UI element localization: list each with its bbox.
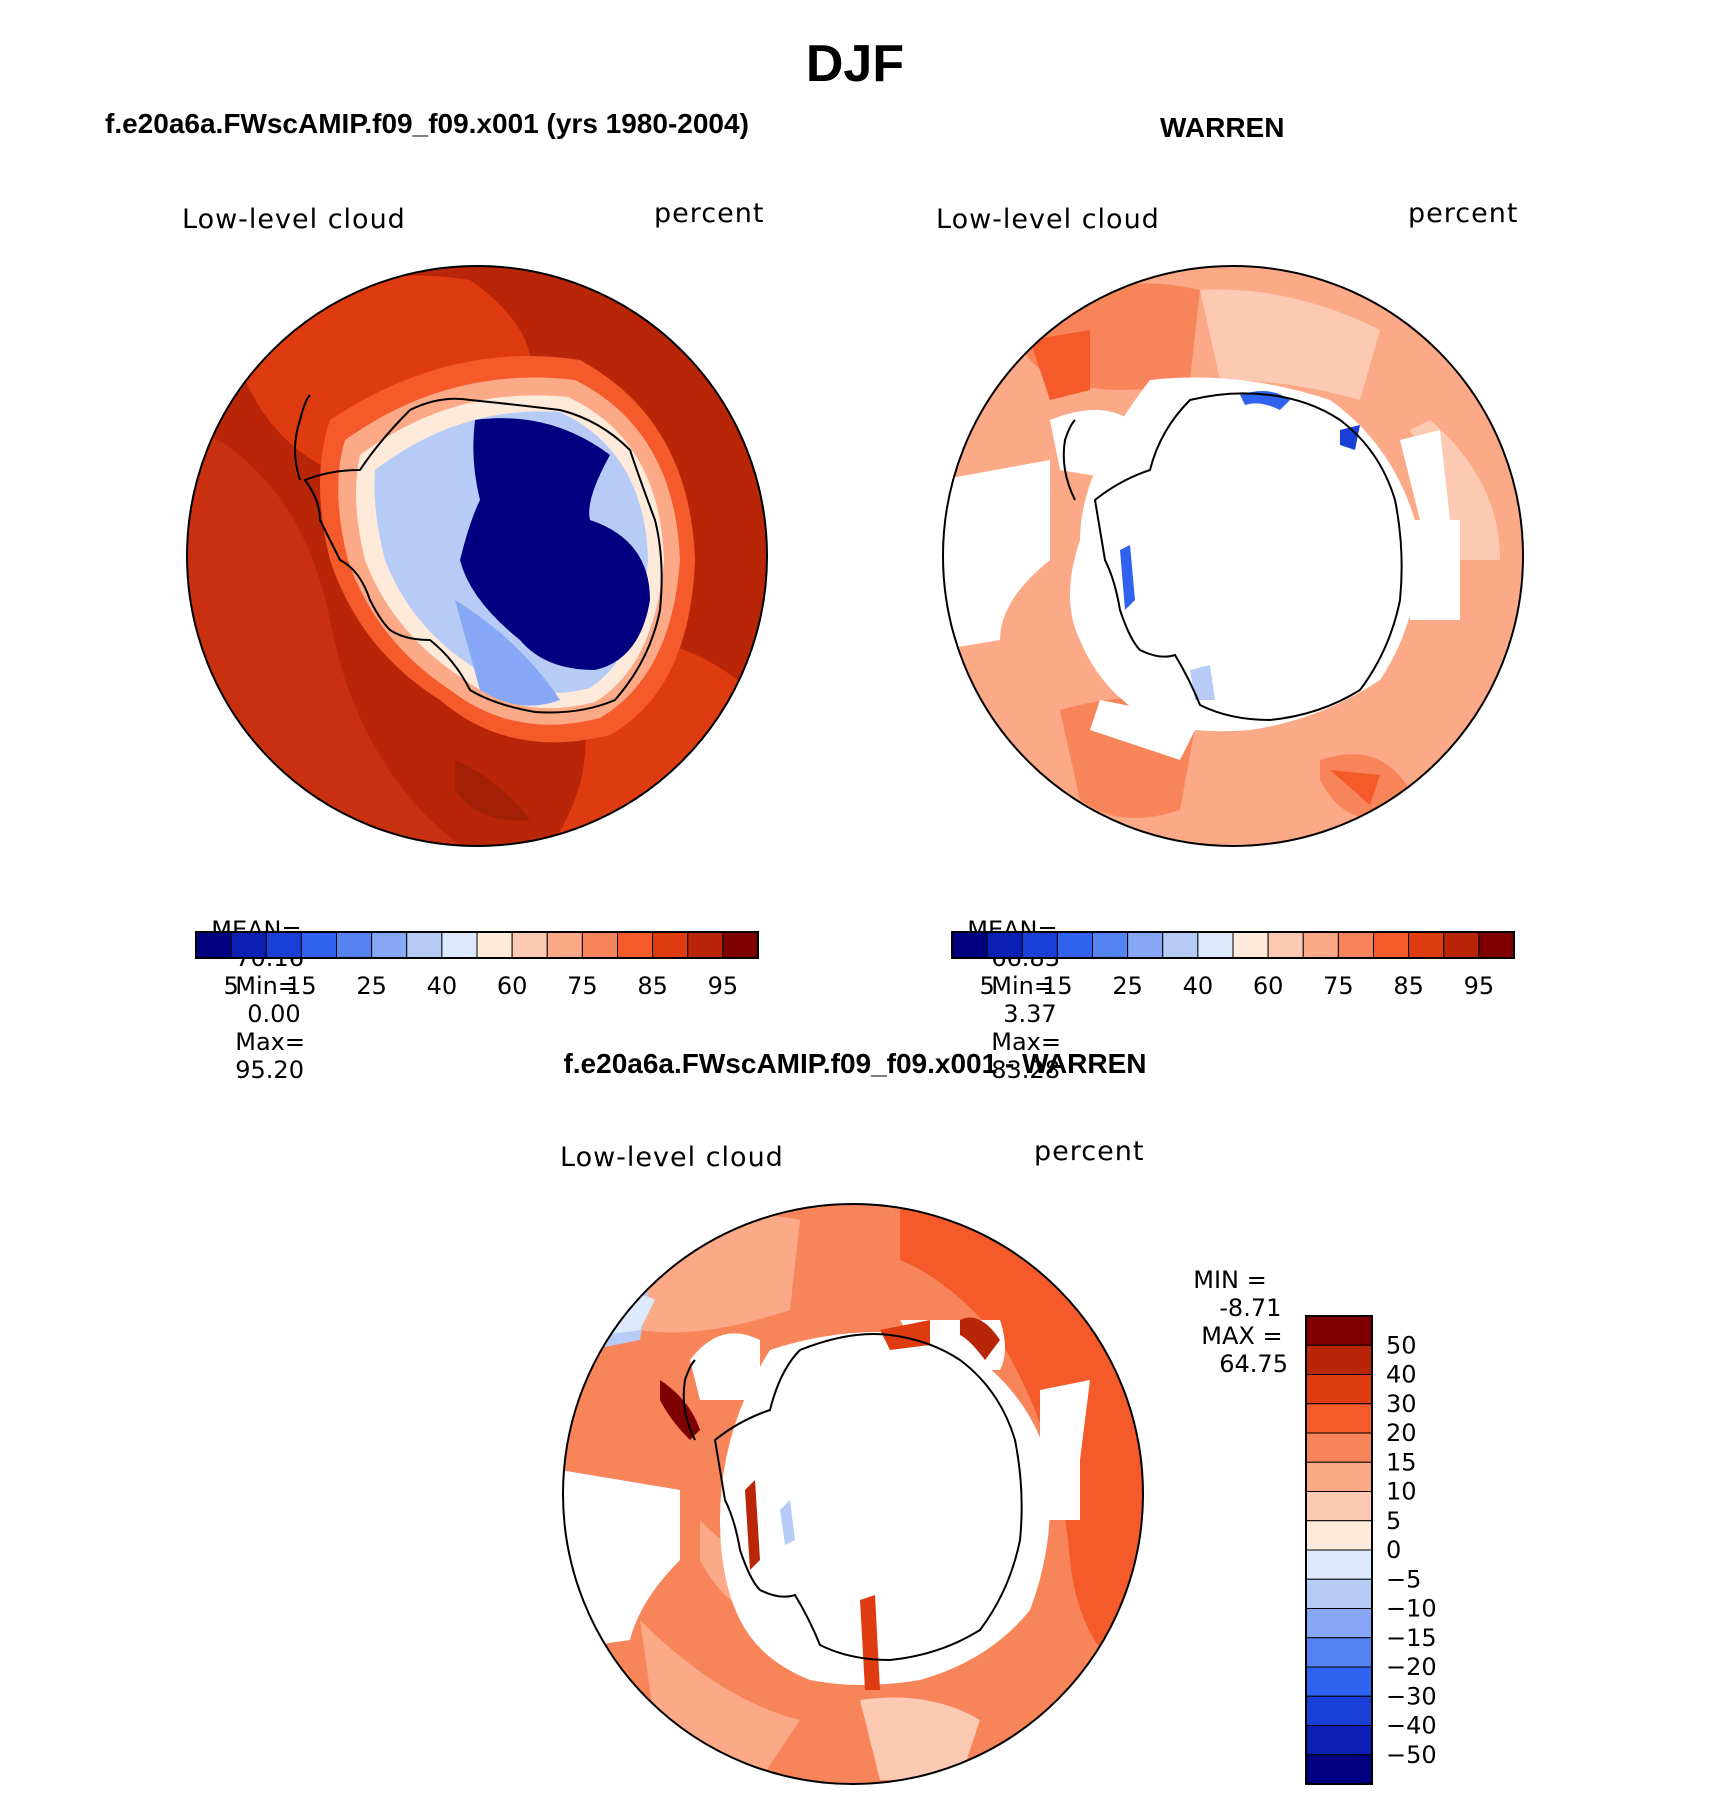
panel-b-colorbar-swatch	[1197, 931, 1234, 959]
panel-a-min-value: 0.00	[247, 1000, 301, 1028]
panel-c-colorbar-swatch	[1305, 1666, 1373, 1697]
panel-a-map-border	[186, 265, 768, 847]
panel-b-case-title: WARREN	[1160, 112, 1285, 143]
panel-c-colorbar-swatch	[1305, 1432, 1373, 1463]
panel-b-colorbar: 5 15 25 40 60 75 85 95	[951, 931, 1515, 1000]
panel-c-colorbar-swatch	[1305, 1754, 1373, 1785]
panel-a-max-value: 95.20	[235, 1056, 304, 1084]
panel-a-colorbar-tick-label: 60	[497, 972, 528, 1000]
panel-b-colorbar-tick-label: 15	[1042, 972, 1073, 1000]
panel-c-colorbar-tick-label: 30	[1386, 1390, 1417, 1418]
panel-a-units: percent	[654, 198, 765, 229]
panel-a-colorbar-tick-label: 5	[223, 972, 238, 1000]
panel-c-colorbar-swatch	[1305, 1491, 1373, 1522]
panel-c-colorbar-swatch	[1305, 1695, 1373, 1726]
panel-a-colorbar: 5 15 25 40 60 75 85 95	[195, 931, 759, 1000]
panel-b-min-value: 3.37	[1003, 1000, 1057, 1028]
panel-c-units: percent	[1034, 1136, 1145, 1167]
panel-c-colorbar-tick-label: 40	[1386, 1361, 1417, 1389]
panel-c-colorbar-tick-label: 20	[1386, 1419, 1417, 1447]
panel-b-colorbar-swatch	[1232, 931, 1269, 959]
panel-c-colorbar-tick-label: −20	[1386, 1653, 1437, 1681]
panel-a-colorbar-swatch	[195, 931, 232, 959]
panel-b-max-label: Max=	[991, 1028, 1061, 1056]
panel-b-colorbar-tick-label: 75	[1323, 972, 1354, 1000]
panel-c-colorbar-swatch	[1305, 1637, 1373, 1668]
panel-a-colorbar-tick-label: 25	[356, 972, 387, 1000]
panel-b-colorbar-tick-label: 5	[979, 972, 994, 1000]
panel-c-max-patch	[660, 1380, 700, 1440]
panel-c-variable: Low-level cloud	[560, 1142, 784, 1173]
panel-b-variable: Low-level cloud	[936, 204, 1160, 235]
panel-a-colorbar-tick-label: 75	[567, 972, 598, 1000]
panel-c-stats: MIN = -8.71 MAX = 64.75	[1178, 1238, 1288, 1378]
panel-c-colorbar-swatch	[1305, 1374, 1373, 1405]
panel-c-map-border	[562, 1203, 1144, 1785]
panel-c-colorbar-swatch	[1305, 1344, 1373, 1375]
panel-c-colorbar-swatch	[1305, 1608, 1373, 1639]
panel-c-colorbar-tick-label: −40	[1386, 1712, 1437, 1740]
panel-a-max-label: Max=	[235, 1028, 305, 1056]
panel-c-colorbar-tick-label: −50	[1386, 1741, 1437, 1769]
panel-c-colorbar-tick-label: 5	[1386, 1507, 1401, 1535]
panel-a-case-title: f.e20a6a.FWscAMIP.f09_f09.x001 (yrs 1980…	[105, 108, 749, 139]
panel-c-colorbar-tick-label: 15	[1386, 1448, 1417, 1476]
panel-a-coastline	[303, 397, 663, 714]
panel-a-colorbar-tick-label: 15	[286, 972, 317, 1000]
panel-b-colorbar-tick-label: 40	[1183, 972, 1214, 1000]
panel-c-colorbar-swatch	[1305, 1403, 1373, 1434]
panel-c-max-label: MAX =	[1201, 1322, 1283, 1350]
panel-a-colorbar-tick-label: 95	[708, 972, 739, 1000]
panel-c-colorbar-tick-label: 10	[1386, 1478, 1417, 1506]
panel-c-colorbar-swatch	[1305, 1549, 1373, 1580]
panel-a-colorbar-tick-label: 85	[637, 972, 668, 1000]
panel-c-colorbar-tick-label: 0	[1386, 1536, 1401, 1564]
panel-c-colorbar-swatch	[1305, 1725, 1373, 1756]
panel-a-variable: Low-level cloud	[182, 204, 406, 235]
panel-c-min-value: -8.71	[1219, 1294, 1282, 1322]
panel-c-max-value: 64.75	[1219, 1350, 1288, 1378]
panel-b-coastline	[1093, 392, 1403, 722]
panel-c-colorbar-tick-label: −15	[1386, 1624, 1437, 1652]
panel-c-colorbar-swatch	[1305, 1520, 1373, 1551]
panel-c-colorbar-swatch	[1305, 1315, 1373, 1346]
panel-b-colorbar-tick-label: 25	[1112, 972, 1143, 1000]
panel-c-colorbar-swatch	[1305, 1461, 1373, 1492]
panel-c-colorbar-tick-label: −5	[1386, 1565, 1421, 1593]
panel-a-min-label: Min=	[235, 972, 298, 1000]
panel-b-min-label: Min=	[991, 972, 1054, 1000]
panel-b-colorbar-tick-label: 95	[1464, 972, 1495, 1000]
panel-a-colorbar-swatch	[652, 931, 689, 959]
panel-b-colorbar-swatch	[1056, 931, 1093, 959]
panel-c-min-label: MIN =	[1193, 1266, 1267, 1294]
panel-c-case-title: f.e20a6a.FWscAMIP.f09_f09.x001 - WARREN	[563, 1048, 1147, 1079]
panel-c-colorbar-tick-label: −30	[1386, 1682, 1437, 1710]
panel-c-colorbar-tick-label: 50	[1386, 1331, 1417, 1359]
season-title: DJF	[805, 35, 905, 93]
panel-b-colorbar-tick-label: 85	[1393, 972, 1424, 1000]
panel-b-colorbar-swatch	[951, 931, 988, 959]
panel-b-colorbar-tick-label: 60	[1253, 972, 1284, 1000]
panel-c-coastline	[713, 1333, 1023, 1662]
panel-b-max-value: 83.28	[991, 1056, 1060, 1084]
panel-c-colorbar-tick-label: −10	[1386, 1595, 1437, 1623]
panel-b-units: percent	[1408, 198, 1519, 229]
panel-a-plateau-minimum	[460, 418, 650, 670]
panel-b-colorbar-swatch	[1127, 931, 1164, 959]
panel-a-colorbar-tick-label: 40	[427, 972, 458, 1000]
panel-b-map-border	[942, 265, 1524, 847]
panel-c-colorbar-swatch	[1305, 1578, 1373, 1609]
